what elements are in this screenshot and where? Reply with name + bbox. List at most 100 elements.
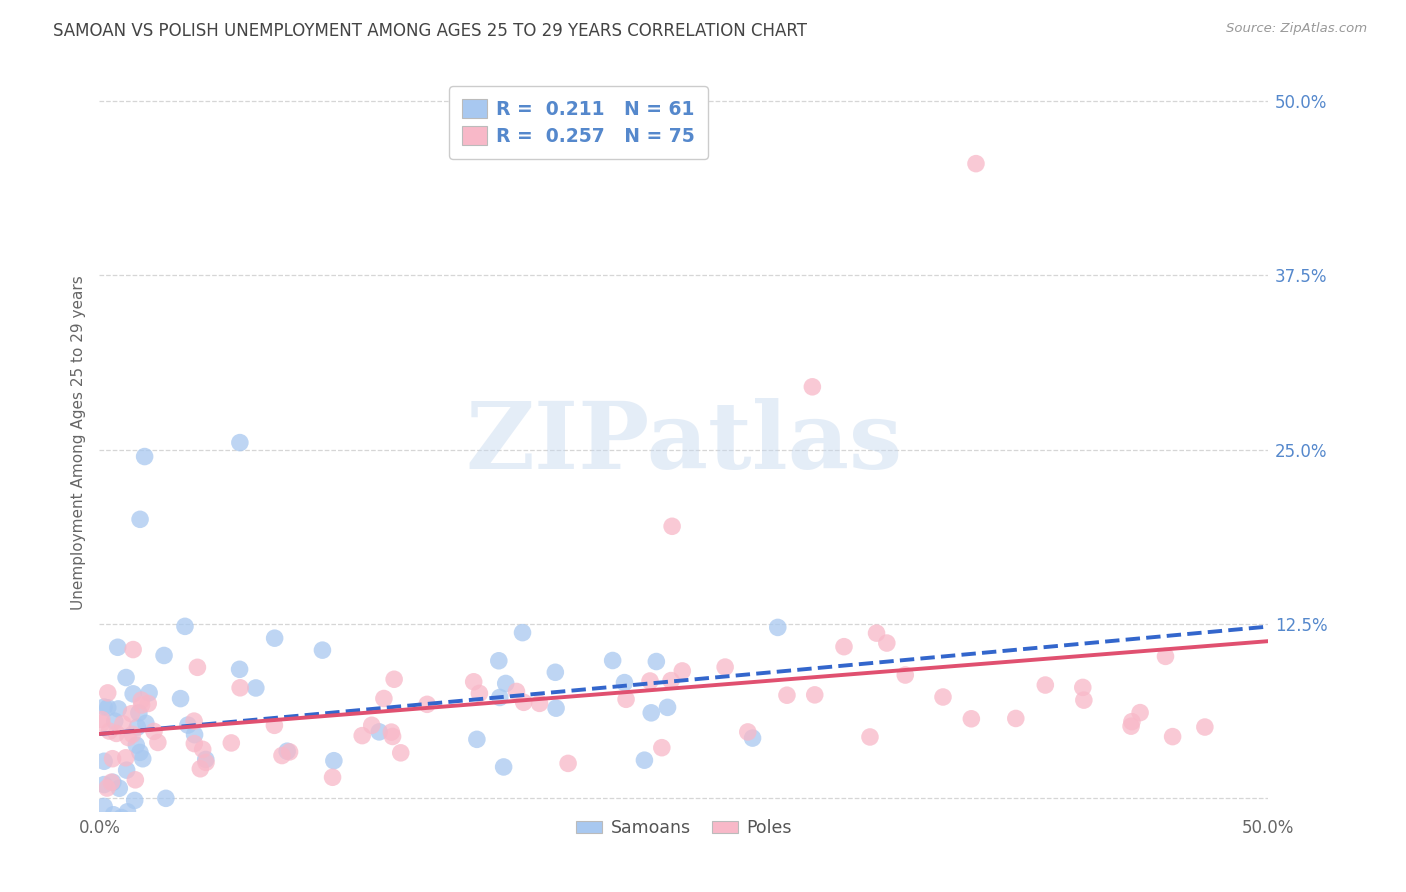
Point [117, 805, 139, 819]
Point [465, 732, 488, 747]
Point [373, 691, 395, 706]
Text: ZIPatlas: ZIPatlas [465, 398, 903, 488]
Point [191, 742, 214, 756]
Point [124, 772, 146, 787]
Point [121, 727, 143, 741]
Point [776, 688, 799, 702]
Point [278, 745, 301, 759]
Point [614, 692, 637, 706]
Point [101, 752, 124, 766]
Point [1073, 693, 1095, 707]
Point [228, 662, 250, 676]
Point [96, 780, 118, 795]
Point [382, 672, 405, 686]
Point [100, 775, 122, 789]
Point [468, 686, 491, 700]
Point [183, 737, 205, 751]
Point [801, 380, 824, 394]
Point [557, 756, 579, 771]
Point [876, 636, 898, 650]
Point [360, 718, 382, 732]
Point [174, 619, 197, 633]
Text: SAMOAN VS POLISH UNEMPLOYMENT AMONG AGES 25 TO 29 YEARS CORRELATION CHART: SAMOAN VS POLISH UNEMPLOYMENT AMONG AGES… [53, 22, 807, 40]
Point [107, 640, 129, 655]
Point [103, 807, 125, 822]
Point [195, 756, 218, 770]
Point [194, 752, 217, 766]
Point [463, 674, 485, 689]
Point [245, 681, 267, 695]
Point [155, 791, 177, 805]
Point [276, 744, 298, 758]
Point [110, 811, 132, 825]
Point [505, 684, 527, 698]
Point [229, 681, 252, 695]
Point [90, 713, 112, 727]
Point [651, 740, 673, 755]
Point [633, 753, 655, 767]
Y-axis label: Unemployment Among Ages 25 to 29 years: Unemployment Among Ages 25 to 29 years [72, 276, 86, 610]
Point [865, 626, 887, 640]
Point [322, 770, 344, 784]
Point [932, 690, 955, 704]
Point [101, 775, 124, 789]
Point [129, 746, 152, 760]
Point [115, 763, 138, 777]
Point [122, 687, 145, 701]
Point [1154, 649, 1177, 664]
Point [311, 643, 333, 657]
Point [125, 738, 148, 752]
Point [613, 675, 636, 690]
Point [114, 866, 136, 880]
Text: Source: ZipAtlas.com: Source: ZipAtlas.com [1226, 22, 1367, 36]
Point [714, 660, 737, 674]
Point [661, 519, 683, 533]
Point [602, 653, 624, 667]
Point [124, 793, 146, 807]
Point [131, 698, 153, 712]
Point [766, 620, 789, 634]
Point [114, 751, 136, 765]
Point [107, 702, 129, 716]
Point [138, 686, 160, 700]
Point [263, 631, 285, 645]
Point [659, 673, 682, 688]
Point [1121, 714, 1143, 729]
Point [512, 695, 534, 709]
Point [153, 648, 176, 663]
Point [142, 875, 165, 889]
Point [416, 698, 439, 712]
Point [177, 718, 200, 732]
Point [859, 730, 882, 744]
Point [381, 730, 404, 744]
Point [127, 720, 149, 734]
Point [111, 716, 134, 731]
Point [131, 693, 153, 707]
Point [657, 700, 679, 714]
Point [105, 726, 128, 740]
Point [380, 725, 402, 739]
Point [1161, 730, 1184, 744]
Point [544, 665, 567, 680]
Point [93, 799, 115, 814]
Point [188, 762, 211, 776]
Point [368, 724, 391, 739]
Point [128, 706, 150, 720]
Point [389, 746, 412, 760]
Point [322, 754, 344, 768]
Point [93, 754, 115, 768]
Point [97, 686, 120, 700]
Point [186, 660, 208, 674]
Point [229, 435, 252, 450]
Point [163, 821, 186, 835]
Point [671, 664, 693, 678]
Point [1194, 720, 1216, 734]
Point [143, 724, 166, 739]
Point [960, 712, 983, 726]
Point [108, 781, 131, 796]
Point [965, 156, 987, 170]
Point [271, 748, 294, 763]
Point [512, 625, 534, 640]
Point [263, 718, 285, 732]
Point [104, 714, 127, 728]
